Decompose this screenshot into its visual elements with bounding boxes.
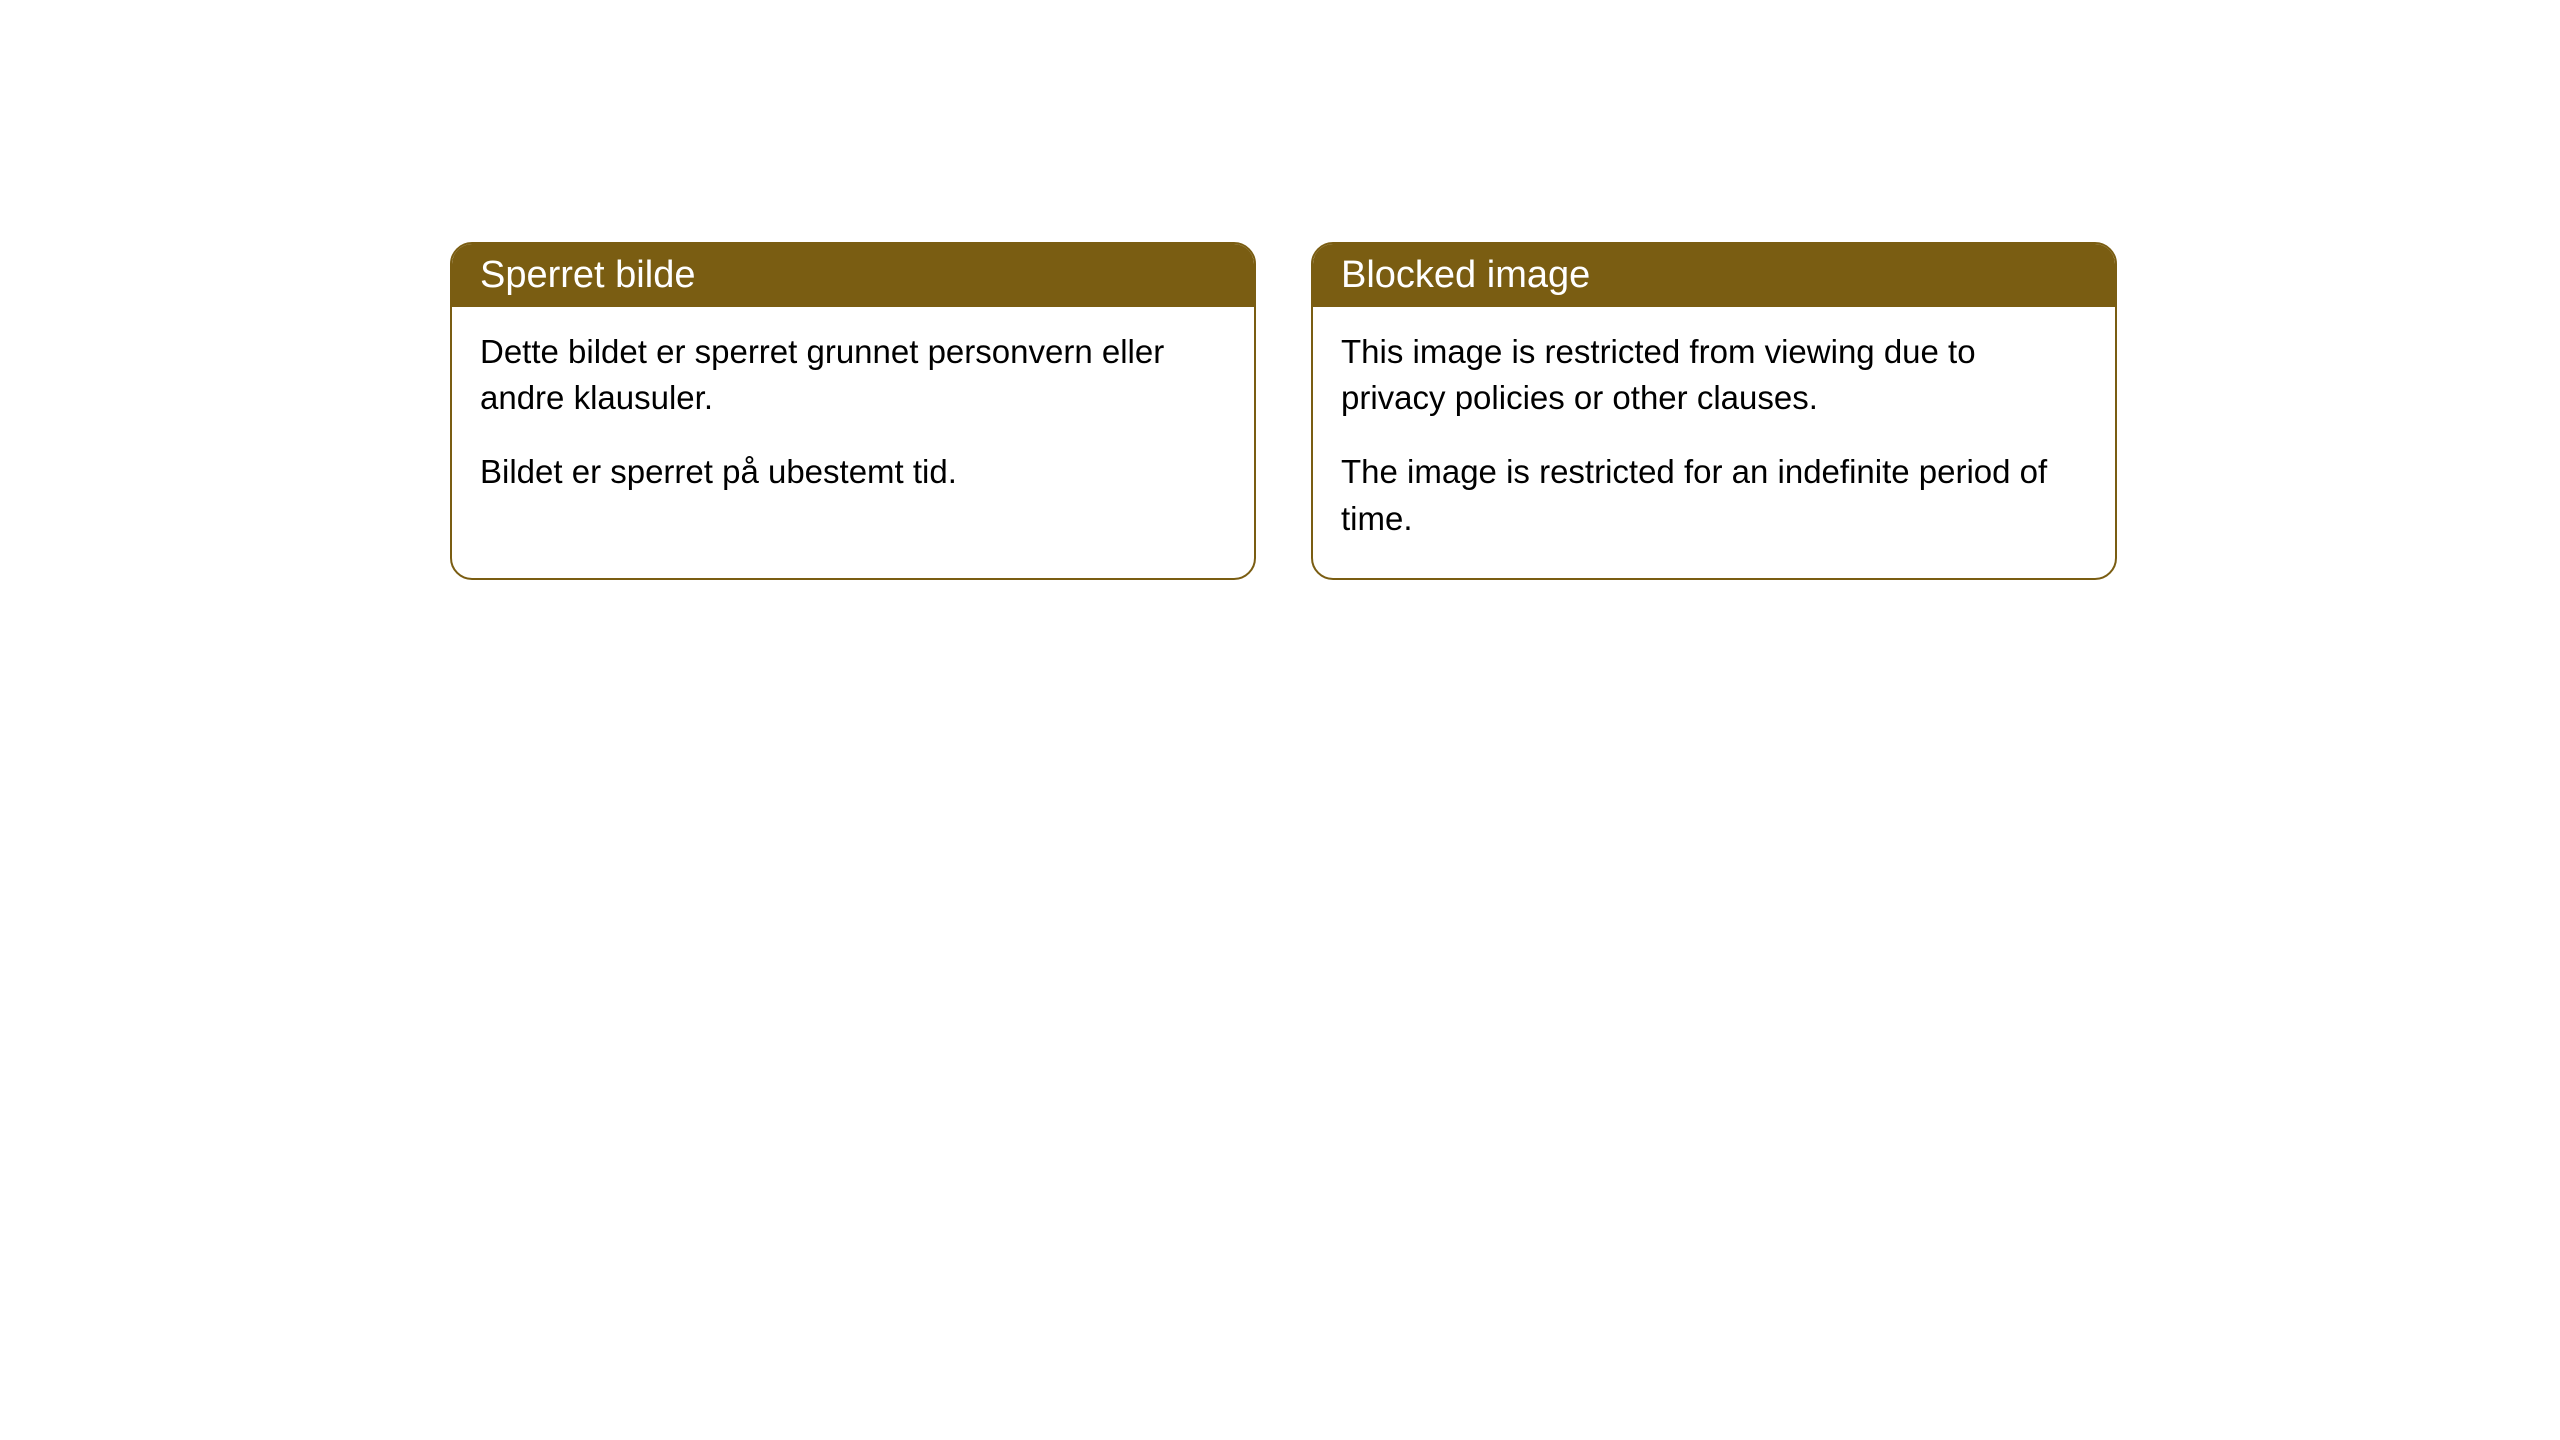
card-title-en: Blocked image (1341, 254, 1590, 296)
card-body-no: Dette bildet er sperret grunnet personve… (452, 307, 1254, 532)
card-text-no-2: Bildet er sperret på ubestemt tid. (480, 449, 1226, 495)
card-header-no: Sperret bilde (452, 244, 1254, 307)
card-text-no-1: Dette bildet er sperret grunnet personve… (480, 329, 1226, 421)
card-title-no: Sperret bilde (480, 254, 695, 296)
blocked-image-card-en: Blocked image This image is restricted f… (1311, 242, 2117, 580)
blocked-image-card-no: Sperret bilde Dette bildet er sperret gr… (450, 242, 1256, 580)
notice-container: Sperret bilde Dette bildet er sperret gr… (450, 242, 2117, 580)
card-body-en: This image is restricted from viewing du… (1313, 307, 2115, 578)
card-text-en-1: This image is restricted from viewing du… (1341, 329, 2087, 421)
card-header-en: Blocked image (1313, 244, 2115, 307)
card-text-en-2: The image is restricted for an indefinit… (1341, 449, 2087, 541)
